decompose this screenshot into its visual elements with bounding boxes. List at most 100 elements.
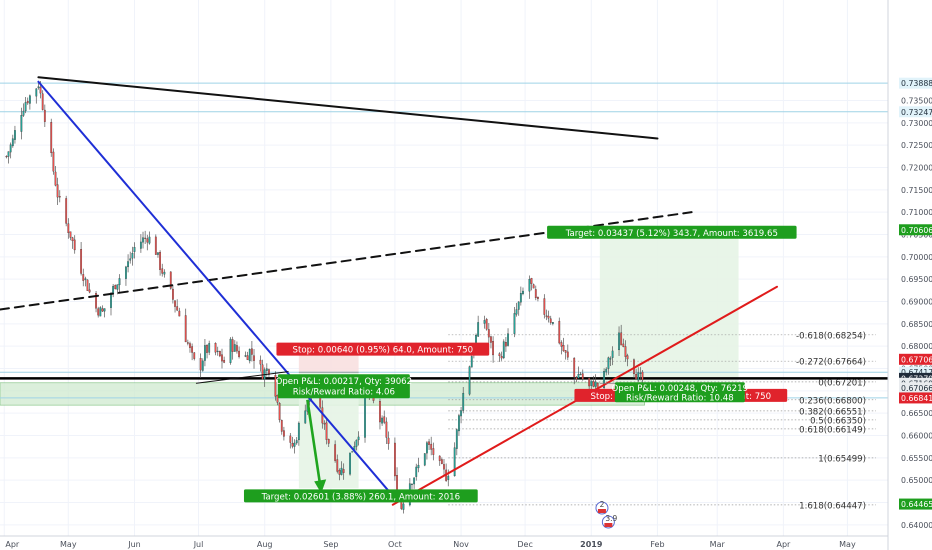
price-tag-bg — [899, 392, 932, 404]
candle-body — [208, 343, 211, 353]
black-dashed-trendline[interactable] — [0, 211, 693, 311]
price-tick-label: 0.72000 — [901, 164, 932, 173]
candle-body — [52, 151, 55, 172]
candle-body — [325, 422, 328, 440]
candle-body — [492, 341, 494, 356]
price-tag-label: 0.67706 — [901, 355, 932, 364]
black-upper-trendline[interactable] — [37, 76, 659, 140]
candle-body — [517, 301, 520, 310]
candle-body — [278, 403, 281, 421]
candle-body — [69, 231, 72, 238]
candle-body — [443, 464, 445, 470]
candle-body — [351, 451, 354, 453]
candle-body — [579, 373, 582, 375]
candle-body — [186, 342, 189, 344]
candle-body — [131, 252, 134, 259]
candle-body — [417, 464, 420, 469]
fibonacci-retracement[interactable]: -0.618(0.68254) -0.272(0.67664) 0(0.67201)… — [448, 331, 876, 511]
candle-body — [50, 122, 53, 154]
candle-body — [67, 223, 70, 234]
pnl-label-line: Risk/Reward Ratio: 4.06 — [293, 388, 395, 398]
candle-body — [214, 343, 217, 353]
time-tick-label: May — [60, 540, 77, 549]
candle-body — [560, 342, 563, 347]
candle-body — [20, 115, 23, 132]
thin-black-trendline[interactable] — [195, 371, 289, 384]
candle-body — [274, 375, 277, 397]
candle-body — [125, 266, 127, 279]
price-tag-label: 0.67066 — [901, 384, 932, 393]
candle-body — [88, 289, 91, 293]
candle-body — [261, 364, 264, 380]
event-markers[interactable]: 23.9 — [595, 500, 618, 529]
candle-body — [566, 351, 569, 358]
candle-body — [415, 466, 418, 477]
time-axis[interactable]: Apr May Jun Jul Aug Sep Oct Nov Dec 2019 Feb Mar Apr… — [0, 535, 888, 549]
candle-body — [201, 360, 204, 371]
candle-body — [564, 350, 567, 353]
time-tick-label: Oct — [388, 540, 402, 549]
candle-body — [505, 342, 507, 347]
blue-trendline[interactable] — [37, 80, 394, 497]
candle-body — [95, 293, 97, 309]
candle-body — [248, 348, 251, 362]
time-tick-label: 2019 — [580, 540, 603, 549]
candle-body — [334, 444, 337, 461]
candle-body — [342, 469, 345, 473]
green-arrow-shaft[interactable] — [306, 399, 322, 486]
candle-body — [549, 318, 552, 323]
candle-body — [80, 249, 83, 274]
fib-level-label: -0.272(0.67664) — [796, 358, 866, 368]
candle-body — [453, 447, 456, 477]
candle-body — [24, 102, 27, 112]
event-marker-label: 3.9 — [605, 514, 617, 523]
candle-body — [468, 366, 471, 395]
candle-body — [295, 440, 298, 444]
candle-body — [244, 355, 247, 357]
candle-body — [605, 368, 608, 373]
price-tag-bg — [899, 106, 932, 118]
green-arrow-head[interactable] — [314, 479, 327, 494]
price-tick-label: 0.69500 — [901, 275, 932, 284]
price-tag-label: 0.64465 — [901, 500, 932, 509]
candle-body — [159, 252, 161, 270]
price-tag-bg — [899, 366, 932, 378]
candle-body — [73, 239, 76, 251]
candle-body — [265, 368, 268, 371]
price-axis[interactable]: 0.640000.645000.650000.655000.660000.665… — [887, 0, 932, 550]
candle-body — [620, 332, 623, 346]
candle-body — [349, 452, 351, 475]
candle-body — [547, 315, 550, 319]
candle-body — [592, 381, 595, 387]
candle-body — [522, 290, 524, 295]
candle-body — [129, 258, 132, 261]
position-tools[interactable]: Stop: 0.00640 (0.95%) 64.0, Amount: 750 T… — [243, 225, 797, 503]
price-tag-label: 0.67417 — [901, 368, 932, 377]
candle-body — [154, 236, 157, 255]
candle-body — [110, 294, 112, 308]
candle-body — [543, 298, 546, 315]
candle-body — [172, 288, 174, 300]
time-tick-label: Nov — [453, 540, 469, 549]
candle-body — [86, 279, 89, 291]
candle-body — [259, 359, 262, 365]
candle-body — [502, 341, 505, 359]
candle-body — [189, 343, 191, 348]
time-tick-label: Jun — [127, 540, 141, 549]
candle-body — [99, 307, 102, 317]
candle-body — [58, 196, 61, 198]
candle-body — [635, 374, 638, 380]
time-tick-label: Feb — [650, 540, 664, 549]
stop-label-bg — [276, 342, 490, 356]
stop-label: Stop: 0.00640 (0.95%) 64.0, Amount: 750 — [293, 346, 474, 356]
price-tick-label: 0.68500 — [901, 320, 932, 329]
candle-body — [116, 284, 119, 290]
time-tick-label: Jul — [193, 540, 204, 549]
candle-body — [381, 417, 383, 424]
candle-body — [37, 86, 40, 88]
position-reward-area[interactable] — [599, 229, 739, 384]
candle-body — [169, 271, 172, 289]
price-tick-label: 0.66000 — [901, 432, 932, 441]
candle-body — [336, 459, 339, 472]
